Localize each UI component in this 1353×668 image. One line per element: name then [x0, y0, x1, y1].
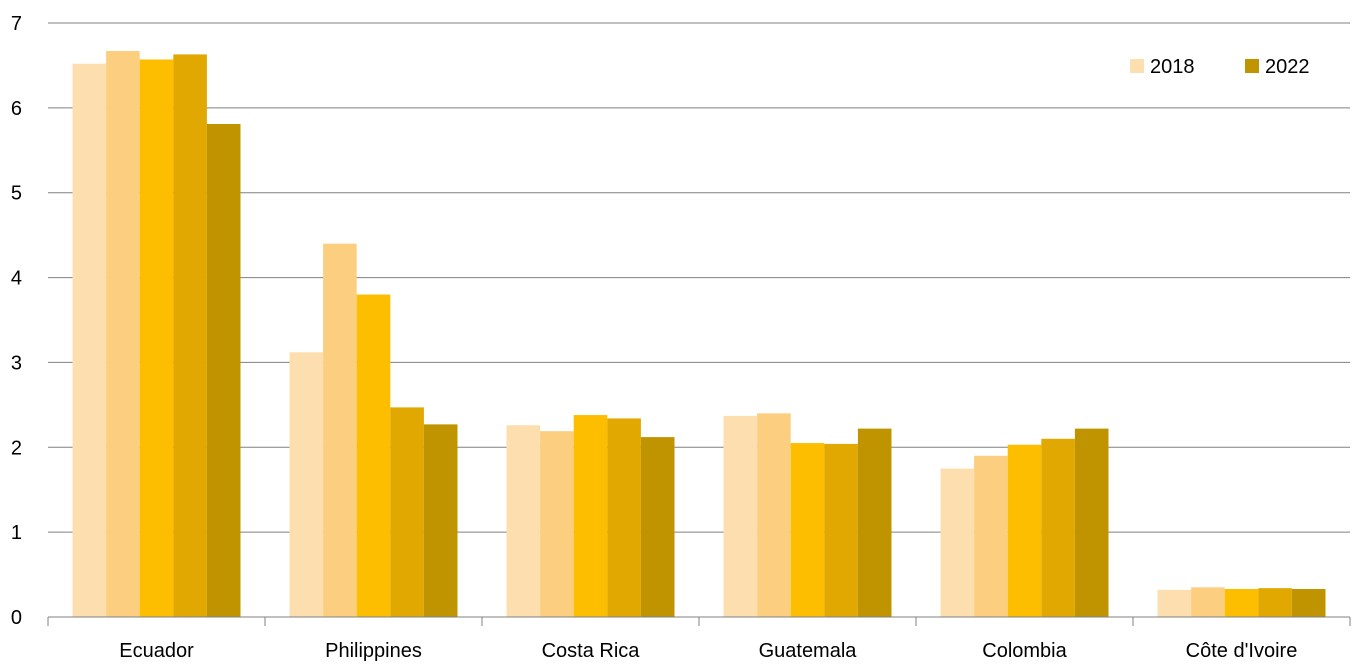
bar [540, 431, 574, 617]
legend-label: 2018 [1150, 56, 1195, 78]
bar [640, 437, 675, 617]
bar [506, 425, 541, 617]
bar [356, 294, 391, 617]
bar [206, 123, 241, 617]
bar [940, 468, 975, 617]
bar [1258, 588, 1292, 617]
bar [573, 415, 608, 617]
bar [106, 51, 140, 617]
bar [974, 455, 1008, 617]
y-tick-label: 6 [11, 98, 22, 120]
bar [723, 415, 758, 617]
bar [757, 413, 791, 617]
x-tick-label: Costa Rica [542, 640, 641, 662]
bar [72, 63, 107, 617]
bar [289, 352, 324, 617]
x-tick-labels: Ecuador Philippines Costa Rica Guatemala Col… [119, 640, 1297, 662]
y-tick-label: 2 [11, 437, 22, 459]
gridlines [48, 22, 1350, 533]
bars [72, 51, 1326, 617]
bar [390, 407, 424, 617]
bar [1007, 444, 1042, 617]
bar [139, 59, 174, 617]
x-tick-label: Colombia [982, 640, 1067, 662]
bar [824, 443, 858, 617]
bar [1041, 438, 1075, 617]
bar [173, 54, 207, 617]
y-tick-label: 4 [11, 268, 22, 290]
x-tick-label: Philippines [325, 640, 422, 662]
bar [323, 243, 357, 617]
y-tick-label: 3 [11, 352, 22, 374]
y-tick-labels: 0 1 2 3 4 5 6 7 [11, 13, 22, 629]
bar [423, 424, 458, 617]
bar [790, 443, 825, 617]
x-tick-label: Ecuador [119, 640, 194, 662]
bar [1291, 588, 1326, 617]
bar [1157, 589, 1192, 617]
bar [1224, 588, 1259, 617]
y-tick-label: 1 [11, 522, 22, 544]
axes [47, 616, 1351, 626]
y-tick-label: 5 [11, 183, 22, 205]
bar [857, 428, 892, 617]
x-tick-label: Guatemala [759, 640, 858, 662]
legend: 2018 2022 [1130, 56, 1310, 78]
y-tick-label: 0 [11, 607, 22, 629]
bar [607, 418, 641, 617]
y-tick-label: 7 [11, 13, 22, 35]
x-tick-label: Côte d'Ivoire [1186, 640, 1298, 662]
bar [1074, 428, 1109, 617]
legend-swatch [1130, 59, 1144, 73]
bar [1191, 587, 1225, 617]
legend-swatch [1245, 59, 1259, 73]
legend-label: 2022 [1265, 56, 1310, 78]
